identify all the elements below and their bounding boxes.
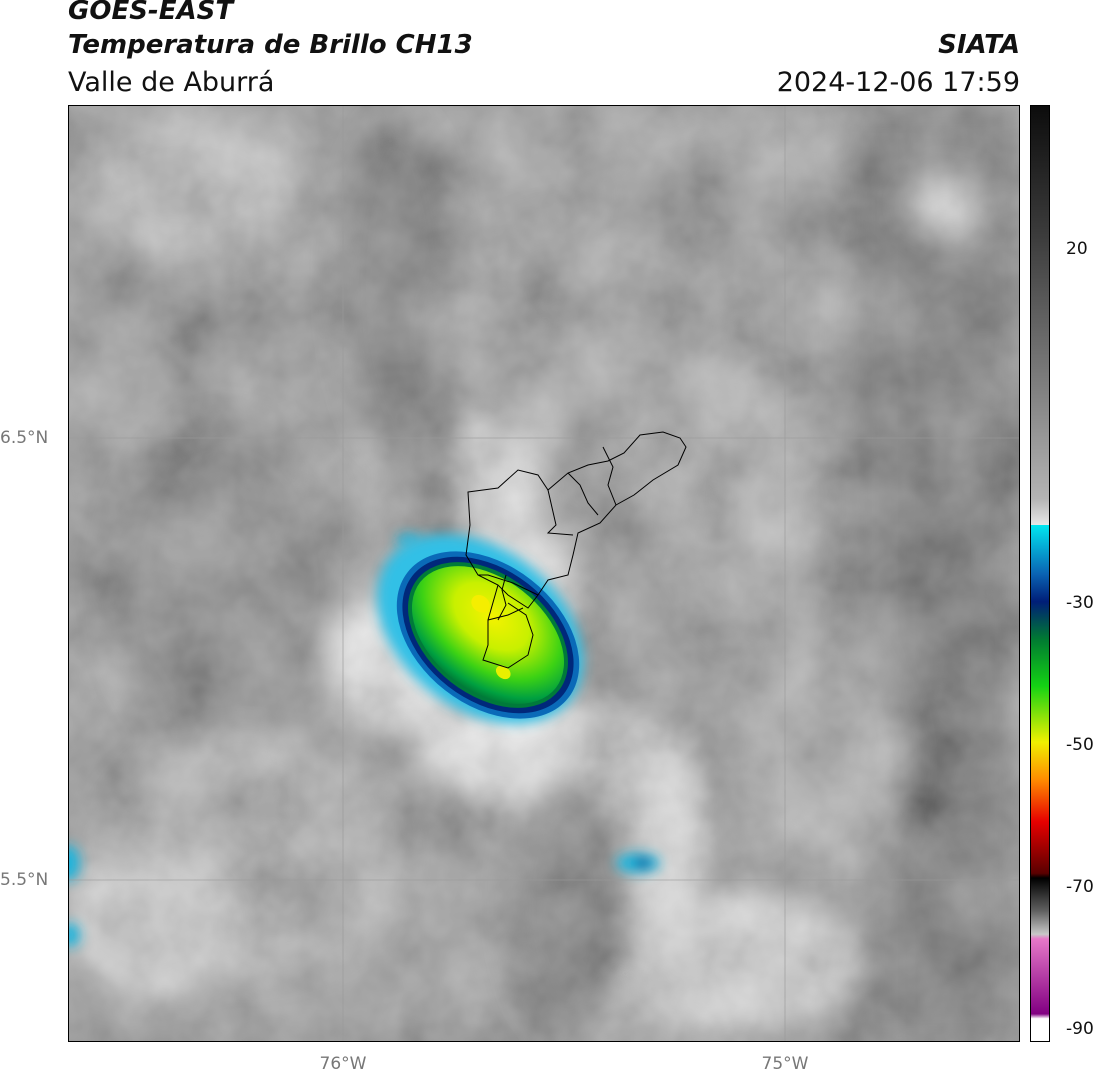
region-label: Valle de Aburrá: [68, 67, 275, 98]
municipal-boundaries: [465, 431, 687, 669]
map-frame: [68, 105, 1020, 1042]
brand-label: SIATA: [938, 30, 1020, 60]
colorbar-tick-minus50: -50: [1066, 735, 1094, 755]
colorbar-tick-minus30: -30: [1066, 593, 1094, 613]
lon-label-75W: 75°W: [761, 1054, 809, 1074]
colorbar-tick-minus90: -90: [1066, 1019, 1094, 1039]
cold-cloud-spots: [68, 534, 660, 947]
cloud-texture: [68, 105, 1020, 1042]
colorbar-tick-minus70: -70: [1066, 877, 1094, 897]
colorbar-tick-20: 20: [1066, 239, 1088, 259]
graticule: [68, 105, 1020, 1042]
colorbar-gradient: [1030, 105, 1050, 1042]
lon-label-76W: 76°W: [319, 1054, 367, 1074]
colorbar-frame: [1030, 105, 1050, 1042]
convective-cell: [376, 534, 584, 724]
lat-label-5.5N: 5.5°N: [0, 870, 49, 890]
satellite-map[interactable]: [68, 105, 1020, 1042]
timestamp-label: 2024-12-06 17:59: [776, 67, 1020, 98]
colorbar: [1030, 105, 1050, 1042]
satellite-title: GOES-EAST: [68, 0, 234, 26]
product-title: Temperatura de Brillo CH13: [68, 30, 473, 60]
lat-label-6.5N: 6.5°N: [0, 428, 49, 448]
